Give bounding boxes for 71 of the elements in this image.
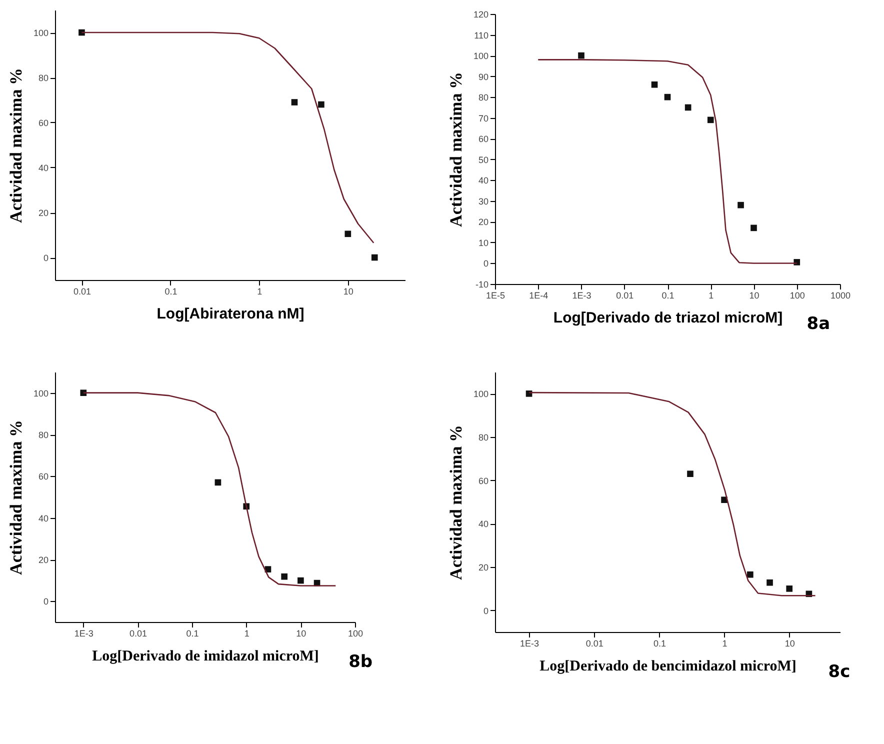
y-tick-label: 0 (43, 253, 48, 263)
y-tick-label: 100 (33, 28, 48, 38)
y-tick-label: 0 (483, 606, 488, 616)
y-tick-label: 100 (33, 388, 48, 398)
y-tick-label: 60 (478, 476, 488, 486)
y-tick-label: 10 (478, 238, 488, 248)
x-tick-label: 10 (749, 290, 760, 300)
x-tick-label: 0.01 (586, 638, 604, 648)
point (291, 99, 298, 106)
y-tick-label: 40 (478, 519, 488, 530)
y-tick-label: 0 (43, 596, 48, 607)
y-tick-label: 110 (474, 30, 488, 40)
x-tick-label: 100 (790, 290, 805, 300)
y-tick-label: 40 (478, 176, 488, 186)
x-tick-label: 0.1 (164, 286, 178, 296)
x-tick-label: 0.1 (653, 638, 666, 648)
y-tick-label: 70 (478, 113, 488, 124)
x-tick-label: 10 (343, 286, 354, 296)
x-tick-label: 10 (784, 638, 795, 648)
x-axis-title: Log[Derivado de imidazol microM] (92, 648, 319, 664)
text: 8a (806, 314, 830, 334)
y-tick-label: 60 (38, 118, 48, 128)
y-tick-label: 0 (483, 258, 488, 269)
x-tick-label: 1 (708, 290, 714, 300)
x-tick-label: 1E-3 (520, 638, 540, 648)
y-tick-label: 120 (473, 10, 488, 20)
x-tick-label: 1000 (830, 290, 851, 300)
y-axis-title: Actividad maxima % (6, 420, 26, 575)
x-tick-label: 1E-5 (486, 290, 506, 300)
y-tick-label: 40 (38, 513, 48, 524)
y-tick-label: 100 (473, 51, 488, 62)
y-tick-label: 30 (478, 196, 488, 206)
y-tick-label: 80 (478, 432, 488, 442)
y-tick-label: 50 (478, 154, 488, 165)
x-axis-title: Log[Abiraterona nM] (156, 306, 304, 322)
x-axis-title: Log[Derivado de bencimidazol microM] (540, 658, 796, 674)
text: 8b (348, 652, 373, 672)
x-tick-label: 1E-3 (572, 290, 592, 300)
x-tick-label: 0.01 (616, 290, 634, 300)
x-tick-label: 1 (257, 286, 262, 296)
x-tick-label: 0.1 (186, 628, 199, 638)
y-axis-title: Actividad maxima % (446, 425, 466, 580)
y-tick-label: 80 (38, 430, 48, 440)
text: 8c (828, 662, 850, 682)
y-tick-label: -10 (475, 280, 488, 290)
x-tick-label: 1E-4 (529, 290, 548, 300)
x-axis-title: Log[Derivado de triazol microM] (553, 310, 783, 326)
y-tick-label: 20 (478, 562, 488, 572)
point (371, 254, 378, 261)
y-tick-label: 100 (473, 389, 488, 400)
y-tick-label: 80 (478, 92, 488, 103)
y-tick-label: 20 (478, 217, 488, 228)
y-axis-title: Actividad maxima % (446, 72, 466, 227)
y-tick-label: 20 (38, 208, 48, 218)
y-tick-label: 90 (478, 72, 488, 82)
x-tick-label: 1 (722, 638, 728, 648)
point (344, 230, 352, 238)
y-axis-title: Actividad maxima % (6, 68, 26, 223)
x-tick-label: 1 (244, 628, 250, 638)
x-tick-label: 0.01 (129, 628, 147, 638)
x-tick-label: 1E-3 (74, 628, 94, 638)
x-tick-label: 10 (296, 628, 306, 638)
point (318, 101, 324, 108)
x-tick-label: 0.1 (662, 290, 674, 300)
x-tick-label: 100 (348, 628, 364, 638)
x-tick-label: 0.01 (73, 286, 91, 296)
y-tick-label: 80 (38, 73, 48, 83)
y-tick-label: 60 (478, 134, 488, 144)
y-tick-label: 20 (38, 555, 48, 565)
y-tick-label: 60 (38, 472, 48, 482)
y-tick-label: 40 (38, 163, 48, 173)
